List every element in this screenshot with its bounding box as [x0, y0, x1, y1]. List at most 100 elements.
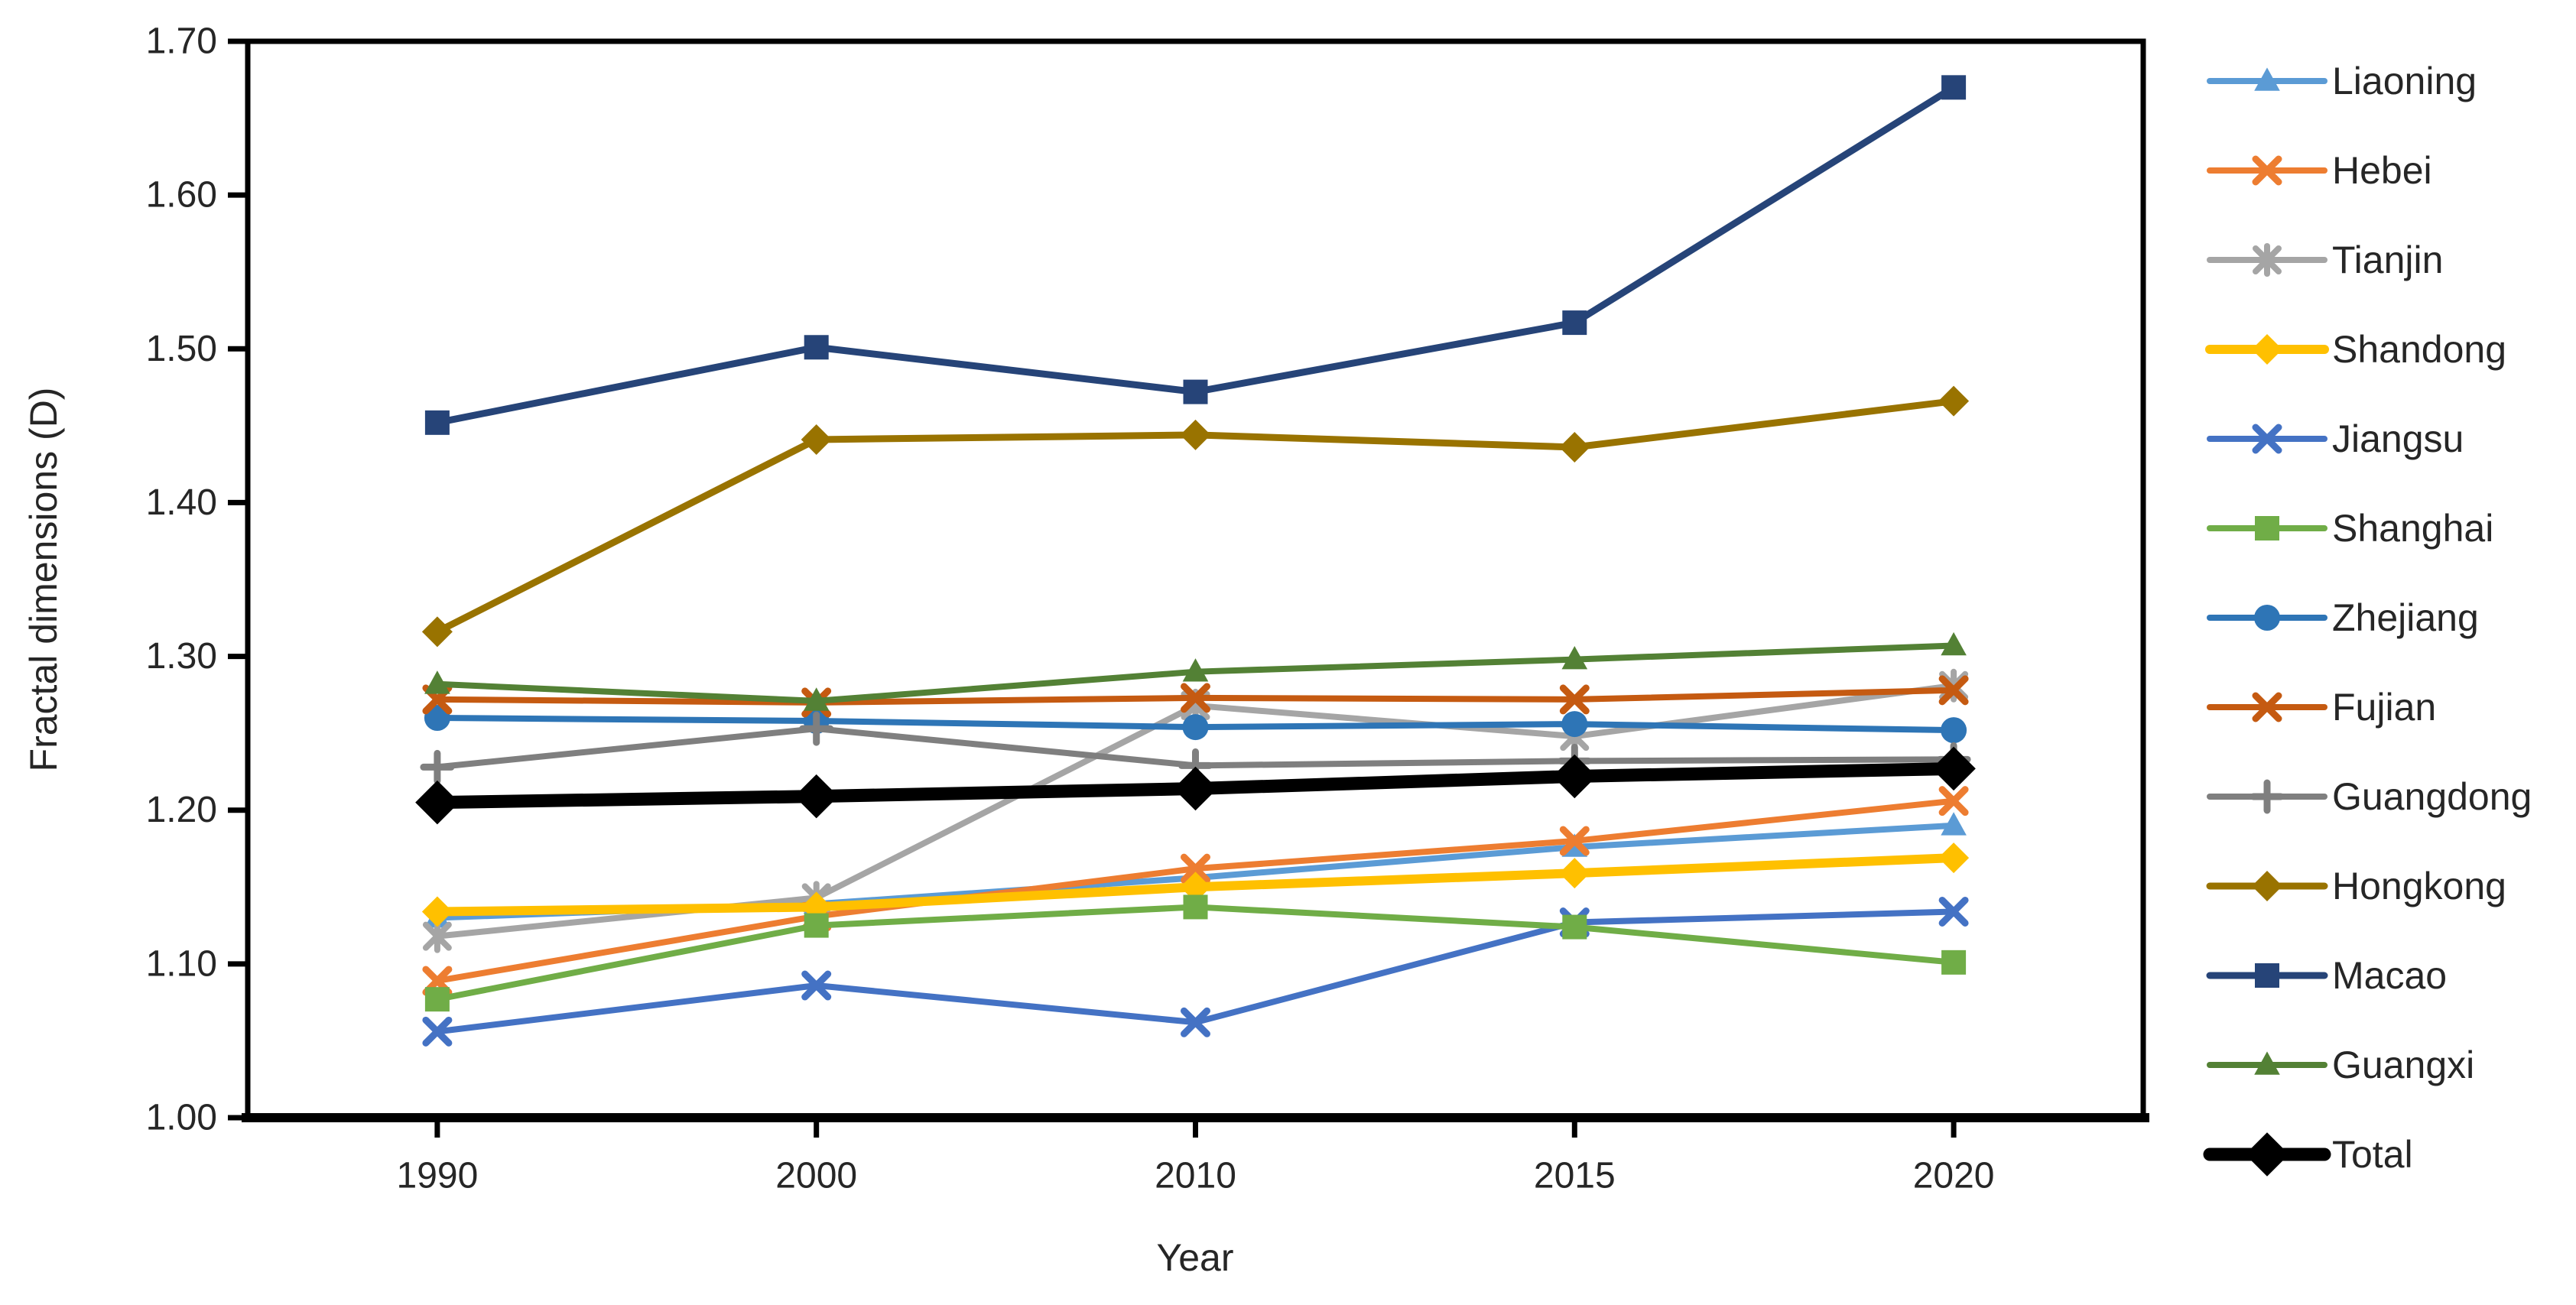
legend-item-zhejiang: Zhejiang — [2207, 596, 2479, 639]
legend-item-hongkong: Hongkong — [2206, 865, 2506, 907]
series-total — [415, 746, 1976, 825]
data-point-marker — [1938, 842, 1970, 874]
legend-label: Tianjin — [2332, 239, 2443, 281]
data-point-marker — [1938, 896, 1969, 927]
series-guangxi — [424, 631, 1967, 711]
legend-item-macao: Macao — [2206, 954, 2447, 997]
legend: Liaoning Hebei Tianjin Shandong Jiangsu Shang… — [2203, 60, 2532, 1177]
data-point-marker — [420, 749, 455, 784]
y-axis-tick-label: 1.60 — [146, 175, 217, 216]
y-axis-tick-label: 1.30 — [146, 636, 217, 677]
data-point-marker — [804, 335, 829, 360]
y-axis-title: Fractal dimensions (D) — [22, 388, 65, 772]
legend-label: Hebei — [2332, 149, 2432, 192]
data-point-marker — [2252, 692, 2282, 722]
data-point-marker — [2252, 424, 2282, 454]
data-point-marker — [415, 780, 460, 825]
data-point-marker — [2252, 871, 2282, 901]
legend-item-tianjin: Tianjin — [2207, 239, 2443, 281]
data-point-marker — [2254, 67, 2280, 91]
y-axis-tick-label: 1.70 — [146, 21, 217, 62]
legend-label: Shandong — [2332, 328, 2506, 371]
legend-label: Hongkong — [2332, 865, 2506, 907]
x-axis-tick-label: 2000 — [775, 1156, 857, 1196]
legend-label: Guangxi — [2332, 1044, 2474, 1086]
data-point-marker — [424, 670, 450, 694]
data-point-marker — [2252, 155, 2282, 186]
data-point-marker — [803, 687, 830, 711]
data-point-marker — [2255, 963, 2279, 988]
data-point-marker — [1173, 766, 1218, 811]
legend-label: Liaoning — [2332, 60, 2477, 102]
data-point-marker — [1182, 714, 1209, 741]
y-axis-tick-label: 1.10 — [146, 943, 217, 984]
legend-item-hebei: Hebei — [2207, 149, 2432, 192]
data-point-marker — [1931, 746, 1976, 791]
data-point-marker — [1183, 379, 1208, 404]
data-point-marker — [1181, 1007, 1210, 1037]
legend-item-guangdong: Guangdong — [2207, 775, 2532, 818]
data-point-marker — [2245, 1132, 2289, 1177]
legend-label: Macao — [2332, 954, 2447, 997]
data-point-marker — [799, 711, 834, 746]
data-point-marker — [421, 896, 453, 927]
legend-item-liaoning: Liaoning — [2207, 60, 2477, 102]
data-point-marker — [1180, 872, 1211, 903]
x-axis-title: Year — [1156, 1236, 1233, 1279]
x-axis-tick-label: 2020 — [1913, 1156, 1995, 1196]
data-point-marker — [1938, 786, 1969, 816]
data-point-marker — [1941, 75, 1967, 100]
data-point-marker — [1180, 419, 1211, 450]
y-axis-tick-label: 1.40 — [146, 482, 217, 523]
y-axis-tick-label: 1.50 — [146, 329, 217, 369]
data-point-marker — [1562, 914, 1587, 940]
data-point-marker — [1559, 858, 1590, 889]
x-axis-tick-label: 1990 — [397, 1156, 479, 1196]
data-point-marker — [2252, 334, 2282, 365]
data-point-marker — [421, 616, 453, 648]
legend-label: Guangdong — [2332, 775, 2532, 818]
data-point-marker — [1561, 711, 1588, 738]
data-point-marker — [1561, 645, 1588, 670]
data-point-marker — [422, 919, 452, 953]
data-point-marker — [794, 774, 839, 819]
y-axis-tick-label: 1.00 — [146, 1098, 217, 1138]
data-point-marker — [1182, 658, 1209, 682]
data-point-marker — [801, 424, 832, 455]
x-axis-tick-label: 2015 — [1534, 1156, 1616, 1196]
data-point-marker — [1552, 754, 1597, 799]
legend-label: Jiangsu — [2332, 417, 2464, 460]
legend-label: Shanghai — [2332, 507, 2493, 550]
series-jiangsu — [422, 896, 1969, 1047]
data-point-marker — [1941, 717, 1967, 744]
data-point-marker — [2254, 1051, 2280, 1075]
data-point-marker — [801, 970, 832, 1001]
legend-item-guangxi: Guangxi — [2207, 1044, 2474, 1086]
legend-item-jiangsu: Jiangsu — [2207, 417, 2464, 460]
data-point-marker — [1181, 853, 1210, 884]
x-axis-tick-label: 2010 — [1155, 1156, 1236, 1196]
series-fujian — [422, 675, 1969, 718]
data-point-marker — [1938, 675, 1969, 706]
legend-item-total: Total — [2203, 1132, 2413, 1177]
legend-label: Fujian — [2332, 686, 2436, 729]
data-point-marker — [1938, 385, 1970, 417]
data-point-marker — [424, 410, 450, 435]
legend-item-shandong: Shandong — [2205, 328, 2506, 371]
data-point-marker — [424, 705, 450, 732]
legend-label: Zhejiang — [2332, 596, 2479, 639]
series-macao — [424, 75, 1967, 435]
data-point-marker — [804, 913, 829, 938]
data-point-marker — [424, 987, 450, 1012]
data-point-marker — [2253, 243, 2282, 277]
data-point-marker — [2250, 779, 2285, 814]
legend-item-fujian: Fujian — [2207, 686, 2436, 729]
series-line — [434, 908, 1957, 1035]
data-point-marker — [1183, 894, 1208, 920]
legend-label: Total — [2332, 1133, 2413, 1176]
data-point-marker — [1559, 432, 1590, 463]
data-point-marker — [1941, 812, 1967, 836]
data-point-marker — [1562, 310, 1587, 336]
